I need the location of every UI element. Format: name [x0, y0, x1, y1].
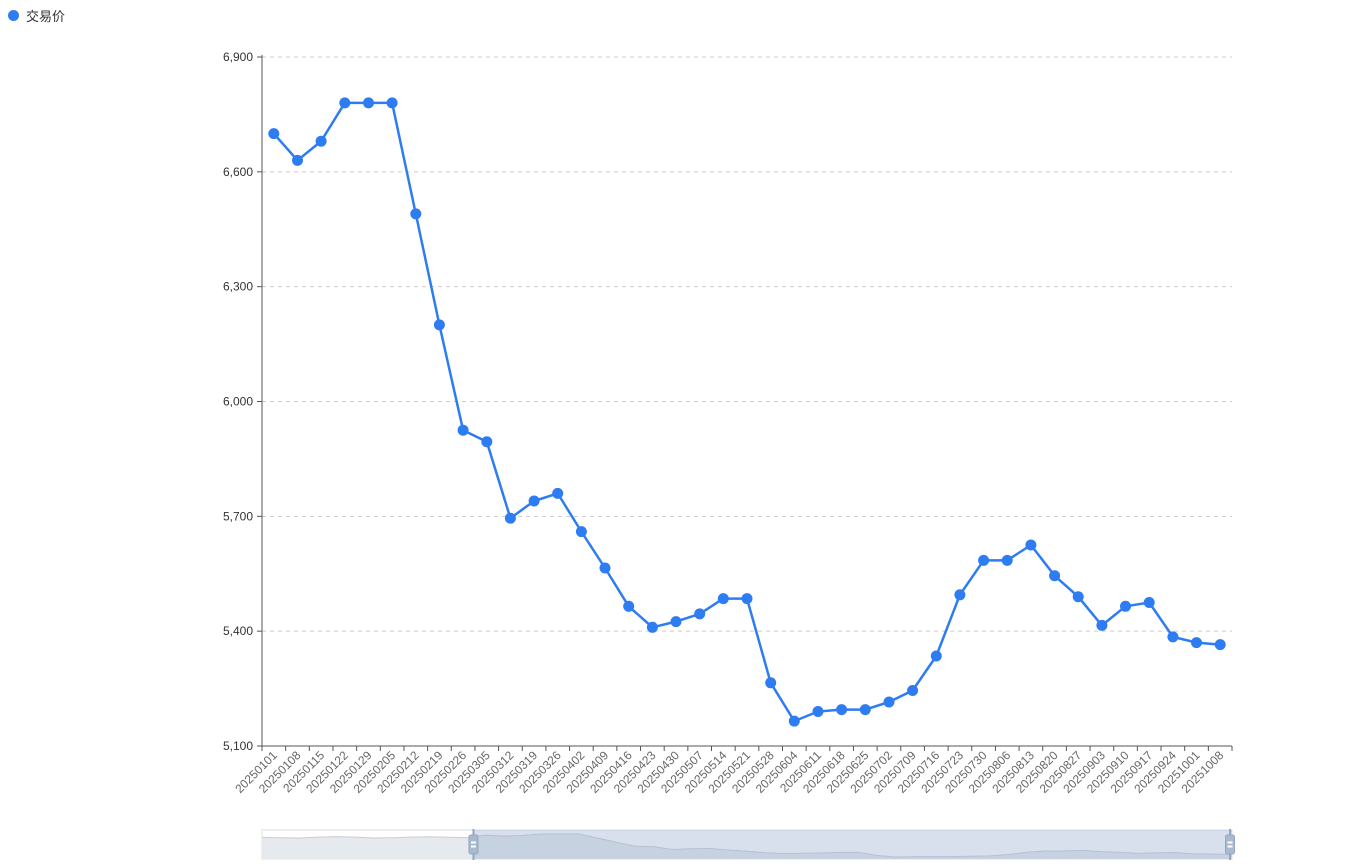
datazoom-preview-area [262, 834, 1232, 859]
data-point[interactable] [599, 562, 611, 574]
datazoom-preview-line [261, 833, 1233, 858]
price-series-line [272, 101, 1221, 723]
datazoom-selected-window[interactable] [473, 830, 1233, 859]
data-point[interactable] [1096, 619, 1108, 631]
datazoom-right-handle-grip-icon [1227, 845, 1233, 848]
data-point[interactable] [1191, 637, 1202, 649]
data-point[interactable] [1025, 539, 1037, 551]
data-point[interactable] [978, 554, 990, 566]
data-point[interactable] [1072, 591, 1084, 603]
data-point[interactable] [410, 208, 422, 220]
data-point[interactable] [907, 685, 919, 696]
data-point[interactable] [1167, 631, 1179, 643]
datazoom-left-handle-grip-icon [470, 845, 476, 848]
datazoom-right-handle[interactable] [1225, 834, 1235, 855]
datazoom-left-handle[interactable] [468, 834, 479, 855]
data-point[interactable] [575, 526, 587, 538]
data-point[interactable] [1049, 570, 1061, 582]
data-point[interactable] [694, 608, 706, 620]
data-point[interactable] [1214, 639, 1226, 651]
data-point[interactable] [315, 135, 327, 147]
data-point[interactable] [1143, 597, 1155, 608]
data-point[interactable] [883, 696, 895, 708]
data-point[interactable] [1120, 600, 1131, 612]
y-axis-label: 6,000 [223, 395, 253, 409]
y-axis-label: 5,100 [223, 739, 253, 753]
datazoom-left-handle-grip-icon [470, 841, 476, 844]
data-point[interactable] [457, 424, 469, 436]
data-point[interactable] [528, 495, 540, 507]
data-point[interactable] [623, 600, 635, 612]
data-point[interactable] [481, 436, 493, 448]
datazoom-right-handle-grip-icon [1227, 841, 1233, 844]
data-point[interactable] [788, 715, 800, 727]
data-point[interactable] [836, 704, 848, 716]
data-point[interactable] [741, 593, 753, 605]
data-point[interactable] [363, 97, 374, 109]
y-axis-label: 5,700 [223, 509, 253, 523]
legend-item-price[interactable]: 交易价 [8, 6, 65, 25]
data-point[interactable] [646, 621, 658, 633]
data-point[interactable] [812, 706, 824, 717]
y-axis-label: 5,400 [223, 624, 253, 638]
data-point[interactable] [552, 487, 564, 499]
data-point[interactable] [717, 593, 729, 605]
data-point[interactable] [339, 97, 351, 109]
data-point[interactable] [504, 512, 516, 524]
legend-label: 交易价 [26, 9, 66, 24]
legend-dot-icon [8, 10, 19, 21]
data-point[interactable] [292, 154, 303, 166]
data-point[interactable] [670, 616, 682, 628]
y-axis-label: 6,600 [223, 165, 253, 179]
y-axis-label: 6,300 [223, 280, 253, 294]
data-point[interactable] [386, 97, 398, 109]
data-point[interactable] [954, 589, 966, 601]
data-point[interactable] [268, 128, 280, 140]
data-point[interactable] [765, 677, 777, 689]
y-axis-label: 6,900 [223, 50, 253, 64]
data-point[interactable] [1001, 554, 1013, 566]
data-point[interactable] [930, 650, 942, 662]
data-point[interactable] [433, 319, 445, 331]
data-point[interactable] [859, 704, 871, 716]
